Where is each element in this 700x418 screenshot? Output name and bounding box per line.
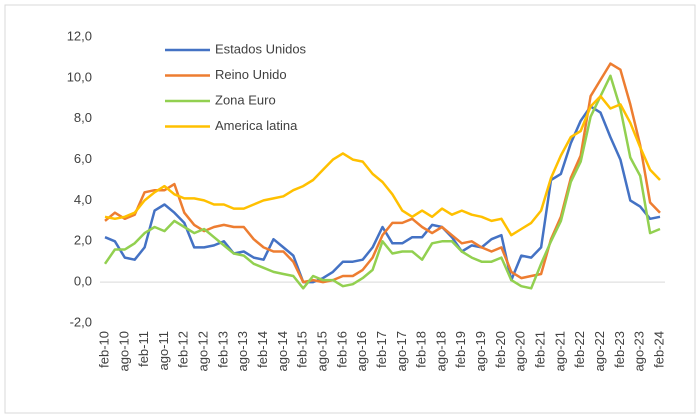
x-tick-label: ago-16 [354, 331, 369, 371]
x-tick-label: ago-23 [632, 331, 647, 371]
x-tick-label: feb-14 [255, 331, 270, 368]
x-tick-label: feb-17 [374, 331, 389, 368]
x-tick-label: feb-16 [334, 331, 349, 368]
x-tick-label: feb-11 [136, 331, 151, 367]
x-tick-label: feb-22 [572, 331, 587, 368]
x-tick-label: ago-19 [473, 331, 488, 371]
x-tick-label: ago-15 [314, 331, 329, 371]
x-tick-label: feb-21 [533, 331, 548, 368]
series-line [104, 105, 661, 284]
legend-label: Reino Unido [215, 67, 287, 82]
y-tick-label: 0,0 [74, 274, 92, 289]
x-tick-label: ago-20 [513, 331, 528, 371]
x-tick-label: ago-10 [116, 331, 131, 371]
legend-label: Zona Euro [215, 92, 276, 107]
x-tick-label: ago-18 [433, 331, 448, 371]
x-tick-label: ago-17 [394, 331, 409, 371]
x-tick-label: feb-12 [176, 331, 191, 368]
x-tick-label: ago-13 [235, 331, 250, 371]
x-tick-label: feb-13 [215, 331, 230, 368]
y-tick-label: 4,0 [74, 192, 92, 207]
x-tick-label: ago-22 [592, 331, 607, 371]
y-tick-label: 6,0 [74, 151, 92, 166]
y-tick-label: 12,0 [67, 28, 92, 43]
x-tick-label: ago-12 [196, 331, 211, 371]
x-tick-label: feb-15 [295, 331, 310, 368]
x-tick-label: feb-24 [651, 331, 666, 368]
series-line [103, 74, 661, 290]
x-tick-label: feb-18 [414, 331, 429, 368]
y-tick-label: 10,0 [67, 69, 92, 84]
legend-label: America latina [215, 118, 298, 133]
x-tick-label: ago-11 [156, 331, 171, 371]
x-tick-label: ago-14 [275, 331, 290, 371]
y-tick-label: -2,0 [70, 314, 92, 329]
x-tick-label: feb-20 [493, 331, 508, 368]
x-tick-label: ago-21 [552, 331, 567, 371]
x-tick-label: feb-19 [453, 331, 468, 368]
y-tick-label: 8,0 [74, 110, 92, 125]
x-tick-label: feb-10 [96, 331, 111, 368]
series-line [104, 94, 661, 237]
y-tick-label: 2,0 [74, 233, 92, 248]
chart-frame [4, 4, 696, 414]
legend-label: Estados Unidos [215, 41, 307, 56]
x-tick-label: feb-23 [612, 331, 627, 368]
